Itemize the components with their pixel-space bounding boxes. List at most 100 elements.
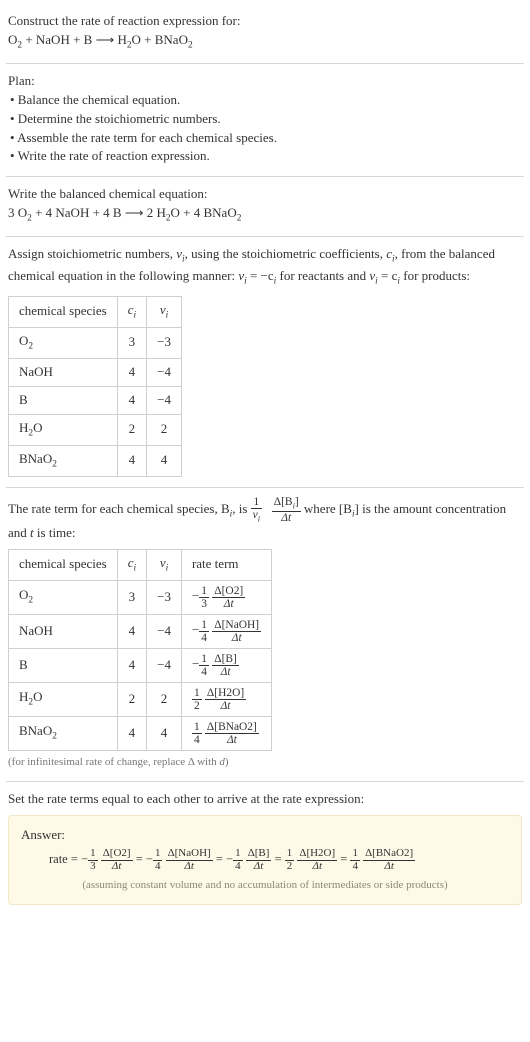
rate-term-cell: 12 Δ[H2O]Δt — [192, 690, 246, 705]
species-cell: B — [19, 657, 28, 672]
ci-cell: 3 — [117, 327, 146, 358]
table-row: B 4−4 −14 Δ[B]Δt — [9, 648, 272, 682]
answer-box: Answer: rate = −13 Δ[O2]Δt = −14 Δ[NaOH]… — [8, 815, 522, 906]
ci-cell: 3 — [117, 580, 146, 614]
plan-bullet-4: • Write the rate of reaction expression. — [8, 147, 522, 166]
table-row: O2 3−3 — [9, 327, 182, 358]
ci-cell: 4 — [117, 445, 146, 476]
fraction: 14 — [233, 848, 243, 872]
col-species: chemical species — [9, 296, 118, 327]
table-row: H2O 22 12 Δ[H2O]Δt — [9, 682, 272, 716]
prompt-line1: Construct the rate of reaction expressio… — [8, 12, 522, 31]
section-balanced: Write the balanced chemical equation: 3 … — [6, 177, 524, 237]
fraction: 13 — [88, 848, 98, 872]
ci-cell: 4 — [117, 648, 146, 682]
fraction: 14 — [199, 653, 209, 678]
nui-cell: 4 — [147, 716, 182, 750]
col-nui: νi — [147, 296, 182, 327]
nui-cell: −3 — [147, 327, 182, 358]
ci-cell: 2 — [117, 414, 146, 445]
balanced-title: Write the balanced chemical equation: — [8, 185, 522, 204]
rate-term-cell: 14 Δ[BNaO2]Δt — [192, 724, 259, 739]
col-nui: νi — [147, 549, 182, 580]
fraction: Δ[H2O]Δt — [205, 687, 246, 712]
rate-term: −13 Δ[O2]Δt — [81, 852, 133, 866]
table-row: BNaO2 44 14 Δ[BNaO2]Δt — [9, 716, 272, 750]
equals: = — [133, 852, 146, 866]
species-cell: BNaO2 — [19, 723, 57, 738]
rate-term-cell: −13 Δ[O2]Δt — [192, 588, 245, 603]
fraction: Δ[NaOH]Δt — [212, 619, 261, 644]
frac-dBi-dt: Δ[Bi]Δt — [272, 496, 301, 524]
nui-cell: 4 — [147, 445, 182, 476]
fraction: 14 — [153, 848, 163, 872]
fraction: Δ[O2]Δt — [212, 585, 245, 610]
rate-term: −14 Δ[NaOH]Δt — [146, 852, 213, 866]
ci-cell: 4 — [117, 386, 146, 414]
equals: = — [213, 852, 226, 866]
nui-cell: −4 — [147, 358, 182, 386]
rate-term: 14 Δ[BNaO2]Δt — [350, 852, 415, 866]
plan-title: Plan: — [8, 72, 522, 91]
nui-cell: 2 — [147, 414, 182, 445]
plan-bullet-1: • Balance the chemical equation. — [8, 91, 522, 110]
plan-bullet-3: • Assemble the rate term for each chemic… — [8, 129, 522, 148]
fraction: Δ[H2O]Δt — [297, 848, 337, 872]
unbalanced-equation: O2 + NaOH + B ⟶ H2O + BNaO2 — [8, 31, 522, 53]
nui-cell: −3 — [147, 580, 182, 614]
section-prompt: Construct the rate of reaction expressio… — [6, 4, 524, 64]
rate-term: −14 Δ[B]Δt — [226, 852, 271, 866]
fraction: Δ[B]Δt — [246, 848, 272, 872]
species-cell: O2 — [19, 587, 33, 602]
section-stoich: Assign stoichiometric numbers, νi, using… — [6, 237, 524, 488]
table-row: NaOH4−4 — [9, 358, 182, 386]
fraction: 14 — [192, 721, 202, 746]
species-O2: O2 — [8, 32, 22, 47]
section-rate-terms: The rate term for each chemical species,… — [6, 488, 524, 782]
ci-cell: 4 — [117, 614, 146, 648]
col-species: chemical species — [9, 549, 118, 580]
stoich-intro: Assign stoichiometric numbers, νi, using… — [8, 245, 522, 289]
nui-cell: −4 — [147, 386, 182, 414]
set-equal-line: Set the rate terms equal to each other t… — [8, 790, 522, 809]
rate-term-intro: The rate term for each chemical species,… — [8, 496, 522, 543]
col-ci: ci — [117, 296, 146, 327]
col-ci: ci — [117, 549, 146, 580]
nui-cell: 2 — [147, 682, 182, 716]
table-row: BNaO2 44 — [9, 445, 182, 476]
species-cell: NaOH — [19, 623, 53, 638]
ci-cell: 2 — [117, 682, 146, 716]
fraction: Δ[BNaO2]Δt — [205, 721, 259, 746]
fraction: 14 — [350, 848, 360, 872]
fraction: 14 — [199, 619, 209, 644]
stoich-table: chemical species ci νi O23−3NaOH4−4B4−4H… — [8, 296, 182, 477]
table-row: H2O 22 — [9, 414, 182, 445]
section-set-equal: Set the rate terms equal to each other t… — [6, 782, 524, 916]
section-plan: Plan: • Balance the chemical equation. •… — [6, 64, 524, 177]
rate-term-cell: −14 Δ[B]Δt — [192, 656, 239, 671]
species-cell: B — [19, 392, 28, 407]
fraction: 12 — [285, 848, 295, 872]
answer-expression: rate = −13 Δ[O2]Δt = −14 Δ[NaOH]Δt = −14… — [21, 848, 509, 872]
species-cell: H2O — [19, 420, 42, 435]
plan-bullet-2: • Determine the stoichiometric numbers. — [8, 110, 522, 129]
balanced-equation: 3 O2 + 4 NaOH + 4 B ⟶ 2 H2O + 4 BNaO2 — [8, 204, 522, 226]
nui-cell: −4 — [147, 614, 182, 648]
col-rate-term: rate term — [181, 549, 271, 580]
fraction: Δ[O2]Δt — [101, 848, 133, 872]
species-cell: O2 — [19, 333, 33, 348]
rate-term-table: chemical species ci νi rate term O2 3−3 −1… — [8, 549, 272, 751]
species-cell: BNaO2 — [19, 451, 57, 466]
table-row: NaOH 4−4 −14 Δ[NaOH]Δt — [9, 614, 272, 648]
nui-cell: −4 — [147, 648, 182, 682]
infinitesimal-note: (for infinitesimal rate of change, repla… — [8, 755, 522, 771]
rate-term: 12 Δ[H2O]Δt — [285, 852, 337, 866]
table-header-row: chemical species ci νi — [9, 296, 182, 327]
species-cell: H2O — [19, 689, 42, 704]
table-header-row: chemical species ci νi rate term — [9, 549, 272, 580]
rate-term-cell: −14 Δ[NaOH]Δt — [192, 622, 261, 637]
ci-cell: 4 — [117, 716, 146, 750]
rate-lead: rate = — [49, 852, 81, 866]
frac-1-over-nu: 1νi — [251, 496, 262, 524]
table-row: O2 3−3 −13 Δ[O2]Δt — [9, 580, 272, 614]
